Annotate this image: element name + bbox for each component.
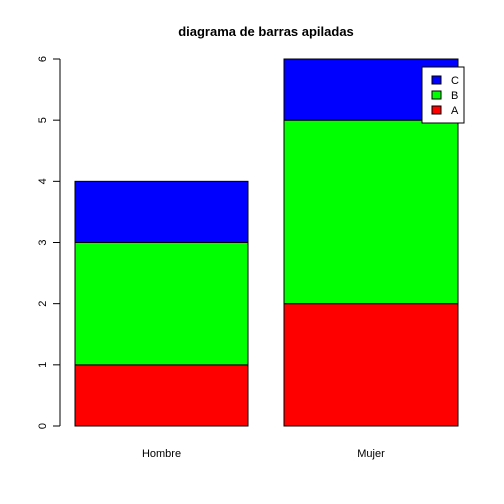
legend-label-c: C: [451, 75, 459, 87]
y-axis: 0 1 2 3 4 5 6: [37, 56, 61, 429]
y-tick-label-0: 0: [37, 423, 49, 429]
legend: CBA: [421, 66, 465, 124]
bar-hombre-a: [74, 364, 249, 427]
x-tick-label-hombre: Hombre: [142, 448, 181, 460]
x-tick-label-mujer: Mujer: [357, 448, 385, 460]
legend-swatch-b: [431, 90, 442, 100]
legend-label-a: A: [451, 105, 459, 117]
bar-hombre-b: [74, 242, 249, 366]
chart-title: diagrama de barras apiladas: [178, 24, 354, 39]
bars: [74, 58, 459, 427]
y-tick-label-4: 4: [37, 178, 49, 184]
y-tick-label-6: 6: [37, 56, 49, 62]
y-tick-label-1: 1: [37, 362, 49, 368]
bar-hombre-c: [74, 180, 249, 243]
legend-label-b: B: [451, 90, 458, 102]
legend-box: [421, 66, 465, 124]
x-axis-labels: Hombre Mujer: [142, 448, 385, 460]
legend-swatch-c: [431, 75, 442, 85]
y-tick-label-3: 3: [37, 239, 49, 245]
y-tick-label-5: 5: [37, 117, 49, 123]
bar-mujer-b: [283, 119, 459, 305]
bar-mujer-a: [283, 303, 459, 427]
legend-swatch-a: [431, 105, 442, 115]
y-tick-label-2: 2: [37, 301, 49, 307]
